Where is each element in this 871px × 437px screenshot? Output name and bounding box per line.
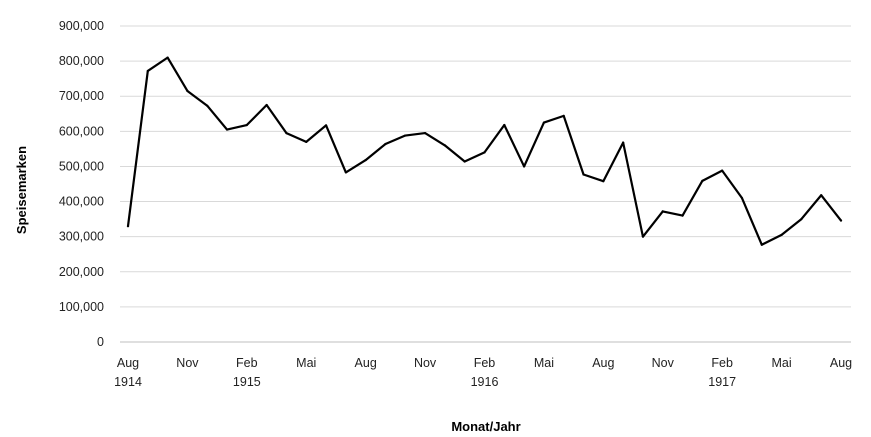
y-tick-label: 400,000 xyxy=(59,195,104,209)
data-point xyxy=(186,89,189,93)
y-tick-label: 200,000 xyxy=(59,265,104,279)
data-point xyxy=(701,179,704,182)
x-tick-label: Mai xyxy=(296,356,316,370)
data-point xyxy=(523,165,526,168)
y-axis-title: Speisemarken xyxy=(14,146,29,234)
gridlines xyxy=(120,25,851,343)
x-tick-label: Mai xyxy=(534,356,554,370)
data-point xyxy=(681,214,684,217)
y-tick-label: 800,000 xyxy=(59,54,104,68)
data-point xyxy=(384,142,387,146)
y-tick-label: 100,000 xyxy=(59,300,104,314)
data-point xyxy=(206,104,209,107)
data-point xyxy=(820,194,823,197)
x-tick-year-label: 1916 xyxy=(471,375,499,389)
data-point xyxy=(423,131,427,135)
data-point xyxy=(344,171,347,174)
data-point xyxy=(285,131,288,135)
x-tick-label: Aug xyxy=(592,356,614,370)
data-point xyxy=(503,123,506,127)
data-point xyxy=(721,169,724,172)
y-tick-label: 900,000 xyxy=(59,19,104,33)
data-point xyxy=(245,123,248,127)
data-point xyxy=(760,243,763,246)
data-point xyxy=(166,56,169,59)
data-point xyxy=(265,103,268,107)
data-point xyxy=(839,219,843,222)
x-axis-ticks: Aug 1914 Nov Feb 1915 Mai Aug Nov Feb 1916 Mai Aug N… xyxy=(114,356,852,389)
data-point xyxy=(542,121,546,124)
data-point xyxy=(582,173,585,176)
data-point xyxy=(463,160,466,163)
y-tick-label: 300,000 xyxy=(59,230,104,244)
data-point xyxy=(146,69,149,73)
x-tick-label: Nov xyxy=(652,356,675,370)
x-tick-label: Aug xyxy=(117,356,139,370)
data-point xyxy=(641,235,645,238)
x-tick-label: Aug xyxy=(355,356,377,370)
y-tick-label: 700,000 xyxy=(59,89,104,103)
y-axis-ticks: 0 100,000 200,000 300,000 400,000 500,000 600,… xyxy=(59,19,104,349)
data-point xyxy=(305,140,308,143)
x-tick-label: Nov xyxy=(176,356,199,370)
x-tick-year-label: 1914 xyxy=(114,375,142,389)
x-axis-title: Monat/Jahr xyxy=(451,419,520,434)
data-point xyxy=(225,128,229,131)
x-tick-label: Aug xyxy=(830,356,852,370)
x-tick-label: Feb xyxy=(236,356,258,370)
data-point xyxy=(740,196,744,200)
data-point xyxy=(780,233,783,237)
x-tick-label: Mai xyxy=(772,356,792,370)
data-point xyxy=(324,124,328,127)
data-point xyxy=(562,114,565,117)
y-tick-label: 0 xyxy=(97,335,104,349)
y-tick-label: 500,000 xyxy=(59,159,104,173)
y-tick-label: 600,000 xyxy=(59,124,104,138)
data-point xyxy=(800,218,803,221)
x-tick-year-label: 1915 xyxy=(233,375,261,389)
data-point xyxy=(661,210,664,213)
data-point xyxy=(364,159,367,162)
x-tick-year-label: 1917 xyxy=(708,375,736,389)
data-point xyxy=(622,141,625,144)
x-tick-label: Feb xyxy=(711,356,733,370)
series-layer xyxy=(126,56,843,246)
data-point xyxy=(483,151,486,154)
data-point xyxy=(443,144,446,147)
x-tick-label: Feb xyxy=(474,356,496,370)
x-tick-label: Nov xyxy=(414,356,437,370)
data-point xyxy=(602,180,605,183)
data-point xyxy=(404,134,407,137)
data-point xyxy=(126,225,130,228)
